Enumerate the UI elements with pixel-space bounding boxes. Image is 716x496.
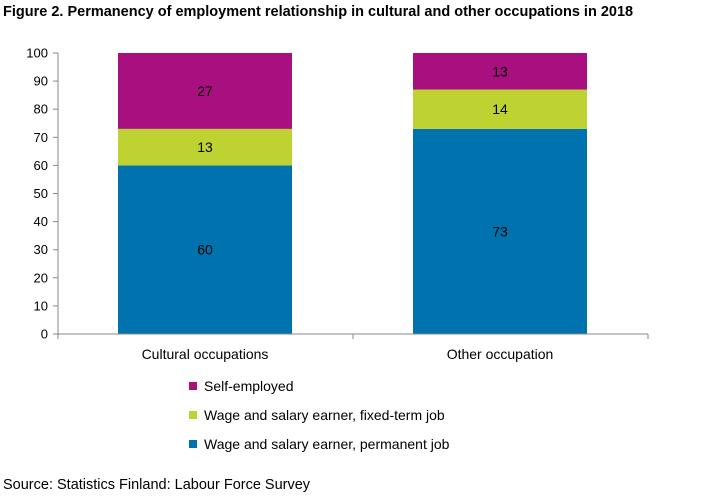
legend-label: Wage and salary earner, fixed-term job (204, 407, 445, 423)
bar-segment (118, 165, 292, 334)
data-label: 13 (197, 139, 213, 155)
y-tick-label: 40 (34, 214, 48, 229)
x-category-label: Cultural occupations (142, 346, 269, 362)
x-category-label: Other occupation (447, 346, 554, 362)
y-tick-label: 20 (34, 270, 48, 285)
y-tick-label: 10 (34, 298, 48, 313)
y-tick-label: 70 (34, 130, 48, 145)
figure-title: Figure 2. Permanency of employment relat… (3, 4, 634, 20)
legend-label: Wage and salary earner, permanent job (204, 436, 450, 452)
data-label: 13 (492, 63, 508, 79)
y-tick-label: 50 (34, 186, 48, 201)
legend-swatch (189, 440, 197, 448)
bar-segment (413, 128, 587, 334)
data-label: 60 (197, 242, 213, 258)
y-tick-label: 0 (41, 327, 48, 342)
bar-segment (118, 128, 292, 166)
y-tick-label: 100 (26, 46, 48, 61)
legend-label: Self-employed (204, 378, 294, 394)
y-tick-label: 80 (34, 102, 48, 117)
data-label: 14 (492, 101, 508, 117)
source-note: Source: Statistics Finland: Labour Force… (3, 477, 311, 493)
legend-swatch (189, 411, 197, 419)
data-label: 27 (197, 83, 213, 99)
y-tick-label: 60 (34, 158, 48, 173)
y-tick-label: 30 (34, 242, 48, 257)
bar-segment (413, 53, 587, 90)
legend-swatch (189, 382, 197, 390)
bar-segment (118, 53, 292, 129)
y-tick-label: 90 (34, 74, 48, 89)
data-label: 73 (492, 223, 508, 239)
bar-segment (413, 89, 587, 129)
